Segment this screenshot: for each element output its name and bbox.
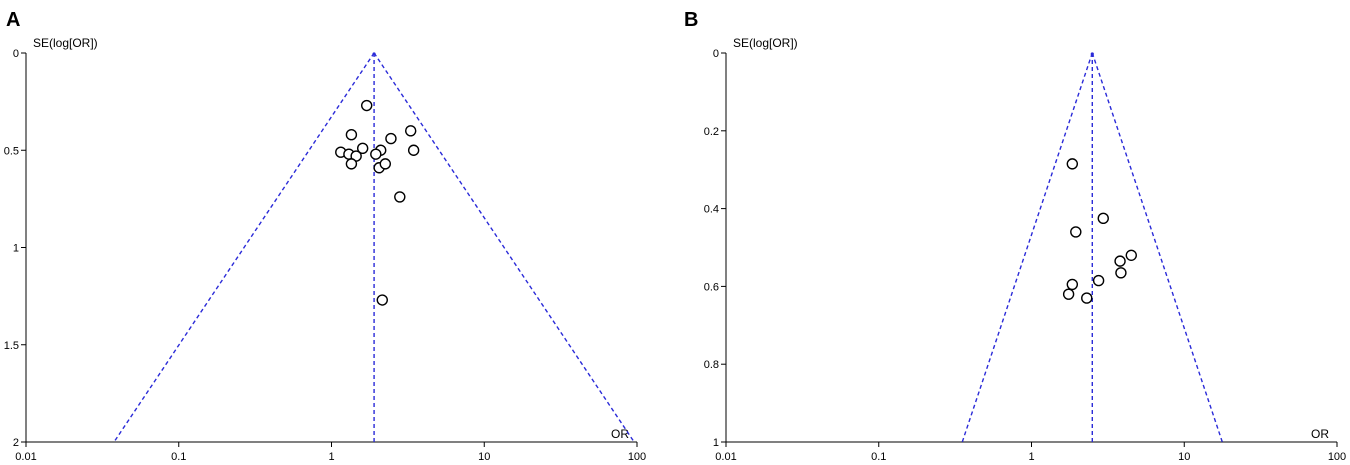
panel-a-y-tick-label: 1 [13, 243, 19, 255]
panel-b-y-tick-label: 0.6 [704, 281, 719, 293]
panel-b-y-tick-label: 0.8 [704, 359, 719, 371]
panel-b-y-tick-label: 0 [713, 48, 719, 60]
panel-b-study-point [1125, 249, 1137, 261]
panel-a-study-point [361, 99, 373, 112]
panel-a-label: A [6, 9, 20, 31]
panel-b-study-point [1097, 212, 1109, 225]
panel-b-study-point [1115, 267, 1127, 279]
panel-a-study-point [405, 125, 417, 137]
panel-b-study-point [1062, 288, 1075, 300]
panel-a-x-tick-label: 1 [328, 451, 334, 463]
panel-a-y-tick-label: 2 [13, 437, 19, 449]
panel-a: A 0 0.5 1 1.5 2 0.01 0.1 1 10 100 SE(log[OR]) OR [4, 9, 646, 463]
panel-b-y-tick-label: 1 [713, 437, 719, 449]
panel-b-funnel-apex [1090, 52, 1094, 56]
panel-b-label: B [684, 9, 698, 31]
panel-b-study-point [1066, 158, 1079, 170]
panel-a-y-tick-label: 1.5 [4, 340, 19, 352]
panel-a-study-point [345, 158, 358, 170]
panel-a-study-point [370, 148, 382, 160]
panel-b-x-tick-label: 0.01 [715, 451, 736, 463]
panel-b-x-axis-title: OR [1311, 427, 1329, 441]
panel-b: B 0 0.2 0.4 0.6 0.8 1 0.01 0.1 1 10 100 SE(log[OR]) O… [684, 9, 1346, 463]
panel-a-x-tick-label: 0.01 [15, 451, 36, 463]
panel-a-study-point [376, 294, 388, 306]
panel-a-x-axis-title: OR [611, 427, 629, 441]
panel-b-y-axis-title: SE(log[OR]) [733, 36, 798, 50]
panel-b-x-tick-label: 100 [1328, 451, 1346, 463]
panel-b-x-tick-label: 1 [1028, 451, 1034, 463]
panel-a-y-tick-label: 0.5 [4, 145, 19, 157]
panel-a-x-tick-label: 100 [628, 451, 646, 463]
panel-b-study-point [1066, 278, 1079, 291]
panel-a-y-tick-label: 0 [13, 48, 19, 60]
panel-a-study-point [345, 128, 358, 141]
panel-b-x-tick-label: 10 [1178, 451, 1190, 463]
panel-b-x-tick-label: 0.1 [871, 451, 886, 463]
panel-a-funnel-right-line [373, 52, 635, 443]
panel-a-y-axis-title: SE(log[OR]) [33, 36, 98, 50]
panel-a-study-point [407, 144, 420, 156]
panel-b-y-tick-label: 0.4 [704, 204, 719, 216]
panel-b-study-point [1070, 226, 1082, 238]
panel-a-funnel-apex [372, 52, 376, 56]
panel-b-y-tick-label: 0.2 [704, 126, 719, 138]
panel-b-funnel-left-line [961, 52, 1093, 443]
panel-a-x-tick-label: 10 [478, 451, 490, 463]
panel-a-study-point [379, 158, 391, 170]
panel-a-study-point [394, 191, 406, 203]
panel-a-x-tick-label: 0.1 [171, 451, 186, 463]
panel-b-study-point [1081, 292, 1093, 304]
panel-b-study-point [1114, 255, 1126, 267]
panel-a-study-point [385, 132, 397, 145]
panel-a-study-point [356, 142, 369, 155]
panel-b-funnel-right-line [1091, 52, 1223, 443]
panel-b-study-point [1092, 274, 1105, 287]
panel-a-funnel-left-line [113, 52, 375, 443]
